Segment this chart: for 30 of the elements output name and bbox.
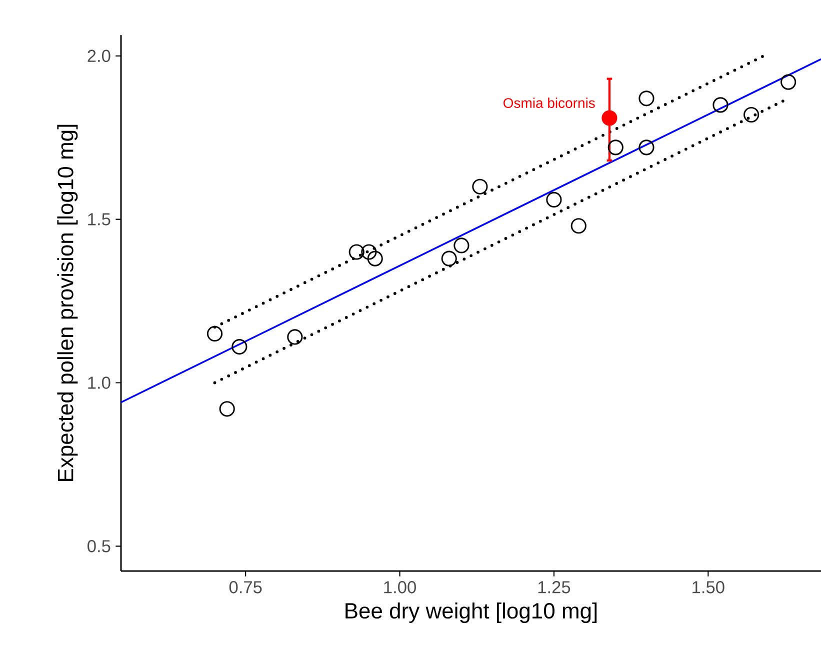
y-tick-label: 1.0	[88, 376, 110, 389]
point	[367, 250, 383, 266]
annotation: Osmia bicornis	[504, 98, 595, 108]
point	[454, 238, 470, 254]
y-tick-label: 0.5	[88, 540, 110, 552]
point	[744, 106, 760, 123]
point	[712, 97, 728, 113]
point	[638, 140, 654, 156]
x-tick-label: 0.75	[229, 581, 262, 594]
y-tick-label: 2.0	[88, 50, 110, 62]
point	[232, 338, 248, 355]
x-tick-label: 1.00	[384, 581, 416, 594]
x-axis-title: Bee dry weight [log10 mg]	[346, 602, 597, 623]
y-axis-title: Expected pollen provision [log10 mg]	[57, 124, 78, 481]
x-tick-label: 1.50	[692, 581, 724, 594]
point	[546, 192, 562, 208]
point	[602, 110, 618, 126]
point	[348, 244, 364, 260]
x-tick-label: 1.25	[538, 581, 570, 594]
point	[441, 250, 457, 266]
point	[361, 244, 377, 260]
point	[206, 326, 223, 342]
point	[287, 329, 303, 345]
point	[780, 74, 796, 90]
y-tick-label: 1.5	[88, 213, 110, 226]
point	[570, 218, 586, 234]
point	[608, 140, 624, 156]
point	[219, 401, 235, 417]
point	[472, 178, 488, 194]
point	[638, 90, 654, 106]
